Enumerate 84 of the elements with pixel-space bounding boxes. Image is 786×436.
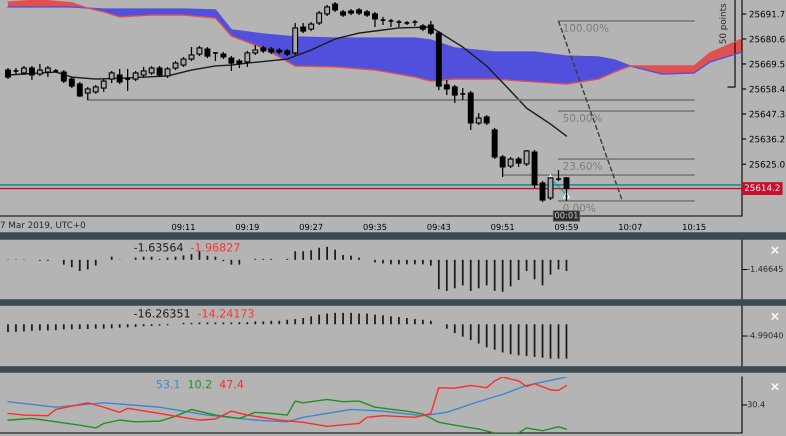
candlestick xyxy=(20,65,27,76)
y-tick-label: 25669.5 xyxy=(750,60,784,68)
candlestick xyxy=(212,51,219,62)
annotation: 50.00% xyxy=(563,114,602,122)
series-label: 53.1 xyxy=(156,380,180,388)
candlestick xyxy=(372,11,378,28)
candlestick xyxy=(452,84,458,104)
candlestick xyxy=(5,67,11,80)
candlestick xyxy=(108,70,115,84)
candlestick xyxy=(428,20,434,36)
text: × xyxy=(771,246,779,254)
candlestick xyxy=(316,10,322,26)
candlestick xyxy=(148,65,155,76)
ref-line-label: 25614.2 xyxy=(744,184,780,192)
candlestick xyxy=(300,22,306,34)
y-tick-label: 25691.7 xyxy=(750,10,784,18)
candlestick xyxy=(84,86,91,101)
candlestick xyxy=(236,58,242,69)
legend-label: -1.96827 xyxy=(191,243,240,252)
candlestick xyxy=(555,169,562,182)
x-tick-label: 09:19 xyxy=(236,224,259,230)
candlestick xyxy=(140,66,147,78)
candlestick xyxy=(228,55,234,72)
candlestick xyxy=(196,45,202,57)
candlestick xyxy=(100,78,107,93)
annotation: 100.00% xyxy=(564,24,608,32)
candlestick xyxy=(164,66,170,79)
candlestick xyxy=(324,4,330,17)
y-tick-label: 25647.3 xyxy=(750,110,784,118)
text: 30.4 xyxy=(748,401,765,408)
candlestick xyxy=(516,156,522,168)
candlestick xyxy=(180,56,186,68)
x-tick-label: 10:15 xyxy=(683,224,706,230)
candlestick xyxy=(484,114,490,126)
candlestick xyxy=(252,44,258,56)
annotation: 00:01 xyxy=(555,212,578,218)
legend-label: -14.24173 xyxy=(198,309,254,318)
candlestick xyxy=(132,70,139,82)
annotation: 50 points xyxy=(719,4,728,44)
candlestick xyxy=(28,65,35,81)
y-tick-label: 25625.0 xyxy=(750,161,785,168)
candlestick xyxy=(116,68,123,85)
candlestick xyxy=(76,81,83,98)
series-label: -1.63564 xyxy=(134,243,183,252)
x-tick-label: 09:59 xyxy=(555,224,578,230)
candlestick xyxy=(172,60,178,71)
candlestick xyxy=(548,176,554,201)
x-tick-label: 09:11 xyxy=(172,224,195,230)
candlestick xyxy=(460,87,466,101)
candlestick xyxy=(524,149,530,167)
candlestick xyxy=(244,50,250,68)
x-tick-label: 09:35 xyxy=(364,224,386,230)
x-tick-label: 09:51 xyxy=(491,224,514,230)
candlestick xyxy=(92,84,99,95)
x-tick-label: 10:07 xyxy=(619,224,642,230)
text: 7 Mar 2019, UTC+0 xyxy=(0,222,86,230)
candlestick xyxy=(476,112,482,126)
candlestick xyxy=(444,79,450,96)
candlestick xyxy=(188,46,194,62)
y-tick-label: 25636.2 xyxy=(750,136,784,142)
candlestick xyxy=(204,46,210,59)
candlestick xyxy=(540,180,546,203)
x-tick-label: 09:43 xyxy=(427,224,450,230)
candlestick xyxy=(332,1,338,13)
text: -4.99040 xyxy=(748,332,783,338)
text: × xyxy=(771,382,779,390)
candlestick xyxy=(124,68,131,92)
candlestick xyxy=(156,65,163,78)
text: 47.4 xyxy=(220,380,244,388)
series-label: 10.2 xyxy=(188,380,212,388)
x-tick-label: 09:27 xyxy=(300,224,322,230)
y-tick-label: 25680.6 xyxy=(750,36,785,42)
candlestick xyxy=(60,69,67,84)
candlestick xyxy=(508,156,514,169)
text: -1.46645 xyxy=(748,266,783,272)
candlestick xyxy=(68,76,75,89)
candlestick xyxy=(500,154,506,178)
text: × xyxy=(771,312,779,320)
series-label: -16.26351 xyxy=(134,309,190,318)
annotation: 23.60% xyxy=(563,162,602,170)
y-tick-label: 25658.4 xyxy=(750,86,785,92)
candlestick xyxy=(36,63,43,77)
candlestick xyxy=(44,65,51,78)
candlestick xyxy=(308,21,314,32)
